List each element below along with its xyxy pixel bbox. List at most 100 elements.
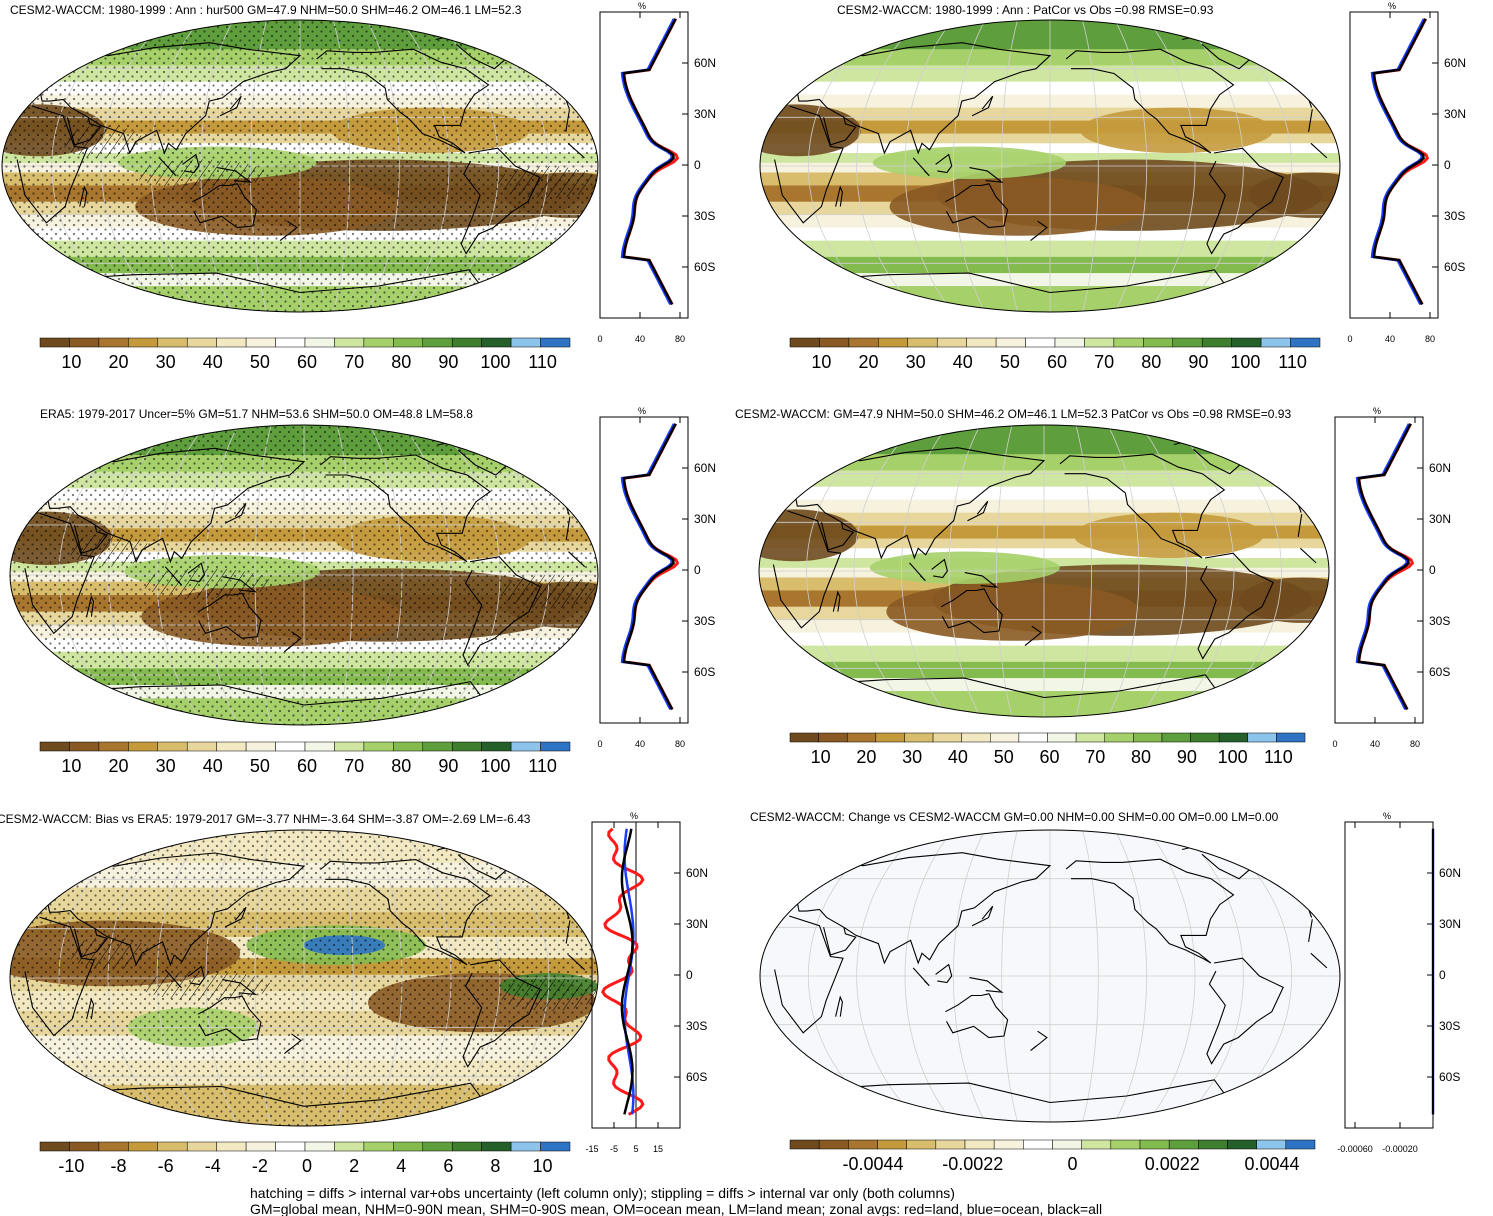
colorbar-label: 0 [1067, 1154, 1077, 1174]
colorbar-label: 40 [948, 747, 968, 767]
coastline [969, 977, 1004, 993]
colorbar-label: 6 [443, 1156, 453, 1176]
panel-obs: ERA5: 1979-2017 Uncer=5% GM=51.7 NHM=53.… [0, 405, 716, 785]
colorbar-label: -6 [158, 1156, 174, 1176]
panel-model-copy: CESM2-WACCM: 1980-1999 : Ann : PatCor vs… [750, 0, 1490, 380]
coastline [320, 859, 491, 966]
colorbar-label: 50 [250, 756, 270, 776]
x-tick-label: 80 [1425, 334, 1435, 344]
panel-change: CESM2-WACCM: Change vs CESM2-WACCM GM=0.… [748, 810, 1493, 1180]
x-tick-label: 0 [1347, 334, 1352, 344]
colorbar-box [1081, 1139, 1112, 1150]
coastline [279, 220, 298, 242]
colorbar-label: 10 [811, 747, 831, 767]
lat-tick-label: 60N [1429, 461, 1451, 475]
colorbar-box [789, 732, 819, 743]
coastline [1197, 552, 1274, 660]
colorbar-label: 90 [438, 352, 458, 372]
coastline [1065, 858, 1235, 964]
lat-tick-label: 30N [694, 512, 716, 526]
lat-tick-label: 0 [686, 968, 693, 982]
colorbar-box [1198, 1139, 1228, 1150]
coastline [224, 502, 247, 524]
x-tick-label: 5 [633, 1144, 638, 1154]
colorbar-box [39, 741, 70, 752]
colorbar-label: 100 [480, 352, 510, 372]
zonal-mean-plot: % 60N 30N 0 30S 60S 0 40 80 [597, 1, 716, 344]
colorbar-box [422, 741, 453, 752]
colorbar-box [393, 337, 424, 348]
colorbar-box [995, 337, 1026, 348]
colorbar-box [1285, 1139, 1316, 1150]
colorbar-box [1018, 732, 1048, 743]
colorbar-label: 100 [480, 756, 510, 776]
colorbar-box [304, 337, 335, 348]
coastline [24, 512, 586, 635]
colorbar-box [451, 741, 482, 752]
map-field [10, 425, 598, 725]
zonal-line-all [622, 423, 677, 710]
lat-tick-label: 0 [1439, 968, 1446, 982]
lat-tick-label: 30N [1444, 107, 1466, 121]
colorbar-box [39, 1141, 70, 1152]
lat-tick-label: 30N [686, 917, 708, 931]
coastline [197, 995, 262, 1042]
coastline [222, 979, 258, 996]
colorbar-box [935, 1139, 966, 1150]
lat-tick-label: 30S [694, 209, 715, 223]
colorbar-box [1052, 1139, 1082, 1150]
coastline [832, 590, 841, 612]
coastline [1206, 957, 1284, 1065]
colorbar-box [275, 1141, 306, 1152]
zonal-mean-plot: % 60N 30N 0 30S 60S -0.00060 -0.00020 [1337, 811, 1461, 1154]
colorbar-box [245, 741, 276, 752]
coastline [73, 524, 109, 555]
map-border [758, 424, 1330, 718]
colorbar-box [789, 337, 820, 348]
colorbar-box [819, 337, 850, 348]
panel-title: CESM2-WACCM: 1980-1999 : Ann : PatCor vs… [837, 3, 1214, 17]
coastline [1298, 71, 1301, 76]
colorbar-box [1084, 337, 1115, 348]
coastline [187, 562, 205, 583]
hatching [499, 575, 598, 609]
coastline [460, 147, 541, 255]
lat-tick-label: 0 [694, 563, 701, 577]
colorbar-box [1276, 732, 1306, 743]
lat-tick-label: 30S [694, 614, 715, 628]
stippling [10, 425, 598, 725]
colorbar-box [1260, 337, 1291, 348]
stippling [2, 20, 598, 312]
lat-tick-label: 30N [1429, 512, 1451, 526]
coastline [224, 906, 247, 928]
colorbar-box [334, 1141, 365, 1152]
lat-tick-label: 60S [694, 260, 715, 274]
colorbar-label: 20 [109, 756, 129, 776]
coastline [192, 183, 258, 229]
colorbar-box [848, 1139, 878, 1150]
lat-tick-label: 60S [1444, 260, 1465, 274]
colorbar-box [878, 337, 909, 348]
colorbar-box [906, 1139, 937, 1150]
lat-tick-label: 0 [694, 158, 701, 172]
coastline [462, 959, 542, 1068]
colorbar-box [510, 741, 541, 752]
coastline [164, 969, 183, 989]
colorbar-label: 30 [906, 352, 926, 372]
lat-tick-label: 30S [1444, 209, 1465, 223]
coastline [66, 117, 102, 146]
x-tick-label: 40 [635, 334, 645, 344]
x-tick-label: 40 [635, 739, 645, 749]
coastline [320, 454, 491, 563]
footer-line-2: GM=global mean, NHM=0-90N mean, SHM=0-90… [250, 1201, 1103, 1216]
lat-tick-label: 60S [1429, 665, 1450, 679]
colorbar-label: 90 [1177, 747, 1197, 767]
colorbar-box [1047, 732, 1077, 743]
coastline [931, 558, 948, 579]
zonal-line-all [620, 828, 634, 1115]
colorbar-label: 90 [438, 756, 458, 776]
field-patch [872, 146, 1067, 179]
colorbar-box [393, 1141, 424, 1152]
zonal-unit: % [638, 406, 646, 416]
colorbar-box [964, 1139, 995, 1150]
